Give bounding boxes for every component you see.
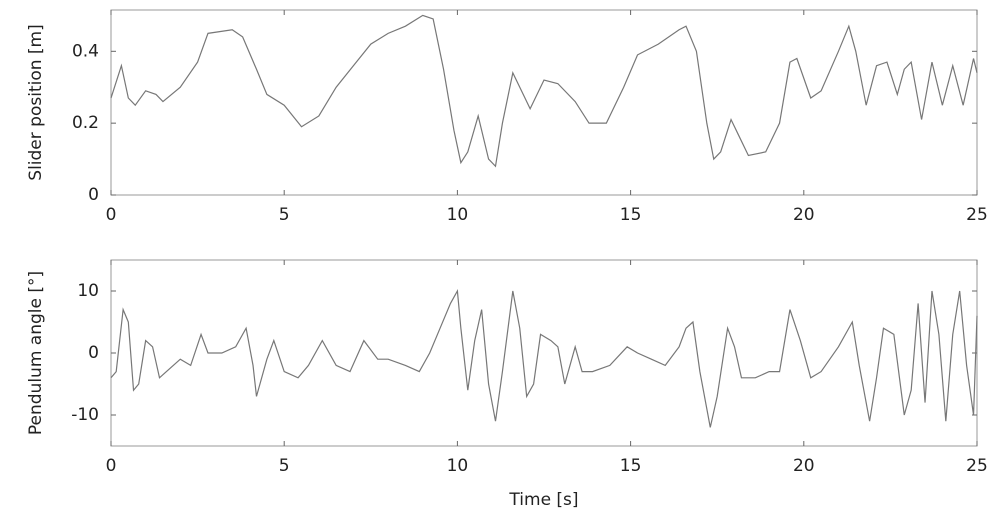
x-tick-label: 5	[279, 456, 290, 476]
x-tick-label: 15	[620, 205, 642, 225]
data-line	[110, 14, 978, 168]
x-axis-label: Time [s]	[508, 490, 578, 510]
data-line	[110, 289, 978, 428]
x-tick-label: 20	[793, 456, 815, 476]
x-tick-label: 10	[447, 456, 469, 476]
y-tick-label: 0.2	[72, 113, 99, 133]
plot-frame	[110, 259, 978, 447]
x-tick-label: 20	[793, 205, 815, 225]
y-tick-label: 0	[88, 343, 99, 363]
x-tick-label: 5	[279, 205, 290, 225]
y-tick-label: 10	[77, 281, 99, 301]
x-tick-label: 25	[966, 205, 988, 225]
x-tick-label: 15	[620, 456, 642, 476]
x-tick-label: 0	[106, 456, 117, 476]
y-axis-label: Pendulum angle [°]	[26, 271, 46, 435]
x-tick-label: 10	[447, 205, 469, 225]
y-tick-label: -10	[71, 405, 99, 425]
x-tick-label: 0	[106, 205, 117, 225]
y-axis-label: Slider position [m]	[26, 24, 46, 180]
plot-frame	[110, 9, 978, 196]
y-tick-label: 0.4	[72, 41, 99, 61]
x-tick-label: 25	[966, 456, 988, 476]
y-tick-label: 0	[88, 185, 99, 205]
